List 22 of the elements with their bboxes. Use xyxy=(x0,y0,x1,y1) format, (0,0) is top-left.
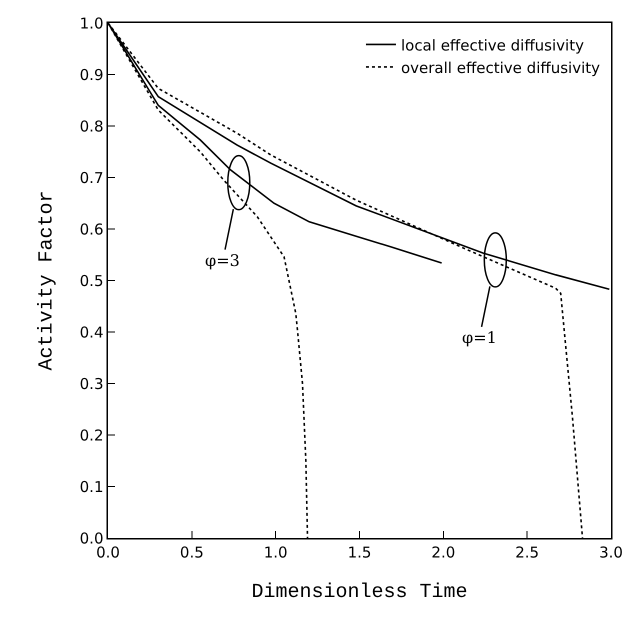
x-tick-label: 0.5 xyxy=(180,544,204,562)
x-tick-label: 1.0 xyxy=(264,544,288,562)
x-tick-label: 3.0 xyxy=(599,544,623,562)
y-tick-label: 0.2 xyxy=(80,426,104,444)
annotation: φ=1 xyxy=(462,328,497,347)
y-tick-label: 0.4 xyxy=(80,323,104,342)
x-axis-title: Dimensionless Time xyxy=(251,580,468,604)
y-tick-label: 0.1 xyxy=(80,478,104,496)
x-tick-label: 2.0 xyxy=(431,544,456,562)
annotation: φ=3 xyxy=(205,251,240,270)
y-tick-label: 0.8 xyxy=(80,117,104,136)
y-tick-label: 0.5 xyxy=(80,272,104,290)
y-tick-label: 0.9 xyxy=(80,66,104,84)
y-tick-label: 0.6 xyxy=(80,220,104,238)
y-tick-label: 0.3 xyxy=(80,374,104,393)
legend-label: local effective diffusivity xyxy=(400,36,584,54)
y-tick-label: 0.7 xyxy=(80,168,104,187)
legend-label: overall effective diffusivity xyxy=(400,58,600,77)
y-axis-title: Activity Factor xyxy=(35,190,58,371)
x-tick-label: 1.5 xyxy=(348,544,372,562)
y-tick-label: 1.0 xyxy=(80,14,104,32)
x-tick-label: 2.5 xyxy=(515,544,540,562)
